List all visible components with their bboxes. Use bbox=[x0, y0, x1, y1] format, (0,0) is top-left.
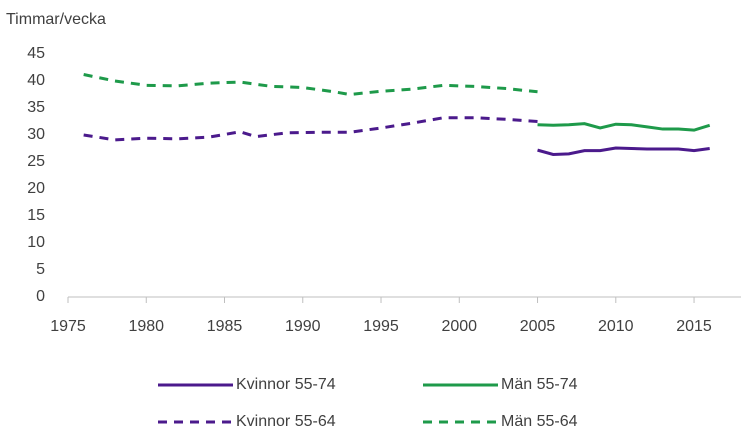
x-tick-label: 2015 bbox=[676, 318, 712, 335]
y-tick-label: 10 bbox=[27, 234, 45, 251]
series-line bbox=[83, 116, 538, 142]
y-tick-label: 20 bbox=[27, 180, 45, 197]
x-tick-label: 1995 bbox=[363, 318, 399, 335]
x-tick-label: 1990 bbox=[285, 318, 321, 335]
legend-label: Män 55-64 bbox=[501, 413, 578, 430]
series-line bbox=[83, 73, 538, 97]
legend-label: Kvinnor 55-64 bbox=[236, 413, 336, 430]
y-axis-label: Timmar/vecka bbox=[6, 11, 106, 28]
y-tick-label: 30 bbox=[27, 126, 45, 143]
x-tick-label: 1975 bbox=[50, 318, 86, 335]
legend-label: Män 55-74 bbox=[501, 376, 578, 393]
x-tick-label: 1985 bbox=[207, 318, 243, 335]
x-tick-label: 2000 bbox=[441, 318, 477, 335]
legend-label: Kvinnor 55-74 bbox=[236, 376, 336, 393]
x-tick-label: 2005 bbox=[520, 318, 556, 335]
y-tick-label: 45 bbox=[27, 45, 45, 62]
x-tick-label: 2010 bbox=[598, 318, 634, 335]
x-tick-label: 1980 bbox=[128, 318, 164, 335]
y-tick-label: 0 bbox=[36, 288, 45, 305]
y-tick-label: 5 bbox=[36, 261, 45, 278]
y-tick-label: 15 bbox=[27, 207, 45, 224]
y-tick-label: 40 bbox=[27, 72, 45, 89]
y-tick-label: 25 bbox=[27, 153, 45, 170]
series-line bbox=[537, 122, 711, 132]
series-line bbox=[537, 146, 710, 156]
y-tick-label: 35 bbox=[27, 99, 45, 116]
